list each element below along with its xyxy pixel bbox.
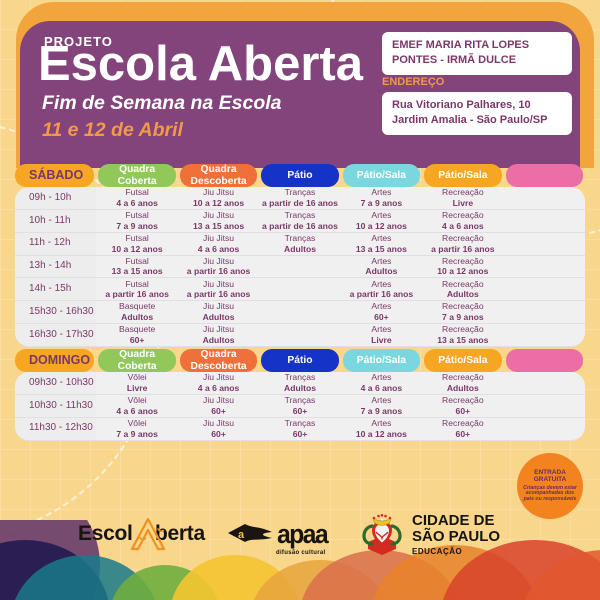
- svg-text:a: a: [238, 529, 245, 541]
